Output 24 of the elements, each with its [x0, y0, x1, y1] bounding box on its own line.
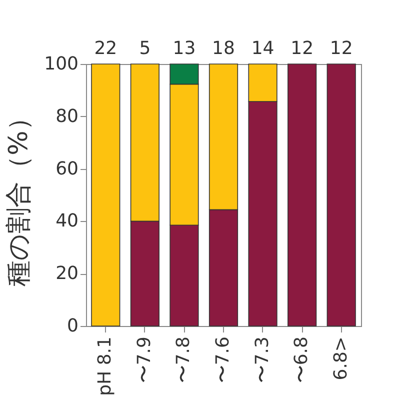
y-tick-label: 40	[56, 210, 78, 232]
x-tick-label: 〜7.3	[252, 336, 273, 384]
x-tick-label: pH 8.1	[94, 336, 116, 396]
bar	[91, 64, 120, 326]
text: 12	[290, 38, 314, 59]
bar	[288, 64, 317, 326]
x-tick-label: 〜7.8	[173, 336, 194, 384]
text: 12	[330, 38, 353, 59]
x-tick-label: 〜7.6	[212, 336, 234, 384]
y-tick-label: 20	[56, 263, 78, 284]
y-tick-label: 0	[67, 316, 78, 336]
text: 14	[251, 38, 274, 59]
text: 5	[139, 38, 151, 59]
text: 18	[212, 38, 235, 59]
x-tick-label: 〜6.8	[291, 336, 312, 384]
y-tick-label: 80	[56, 106, 78, 127]
x-tick-label: 6.8>	[330, 336, 352, 380]
y-tick-label: 100	[44, 54, 78, 74]
text: 22	[94, 38, 118, 59]
y-axis-title: 種の割合（%）	[4, 104, 34, 286]
text: 13	[172, 38, 196, 59]
y-tick-label: 60	[56, 158, 78, 180]
x-tick-label: 〜7.9	[134, 336, 155, 384]
bar	[326, 64, 356, 326]
